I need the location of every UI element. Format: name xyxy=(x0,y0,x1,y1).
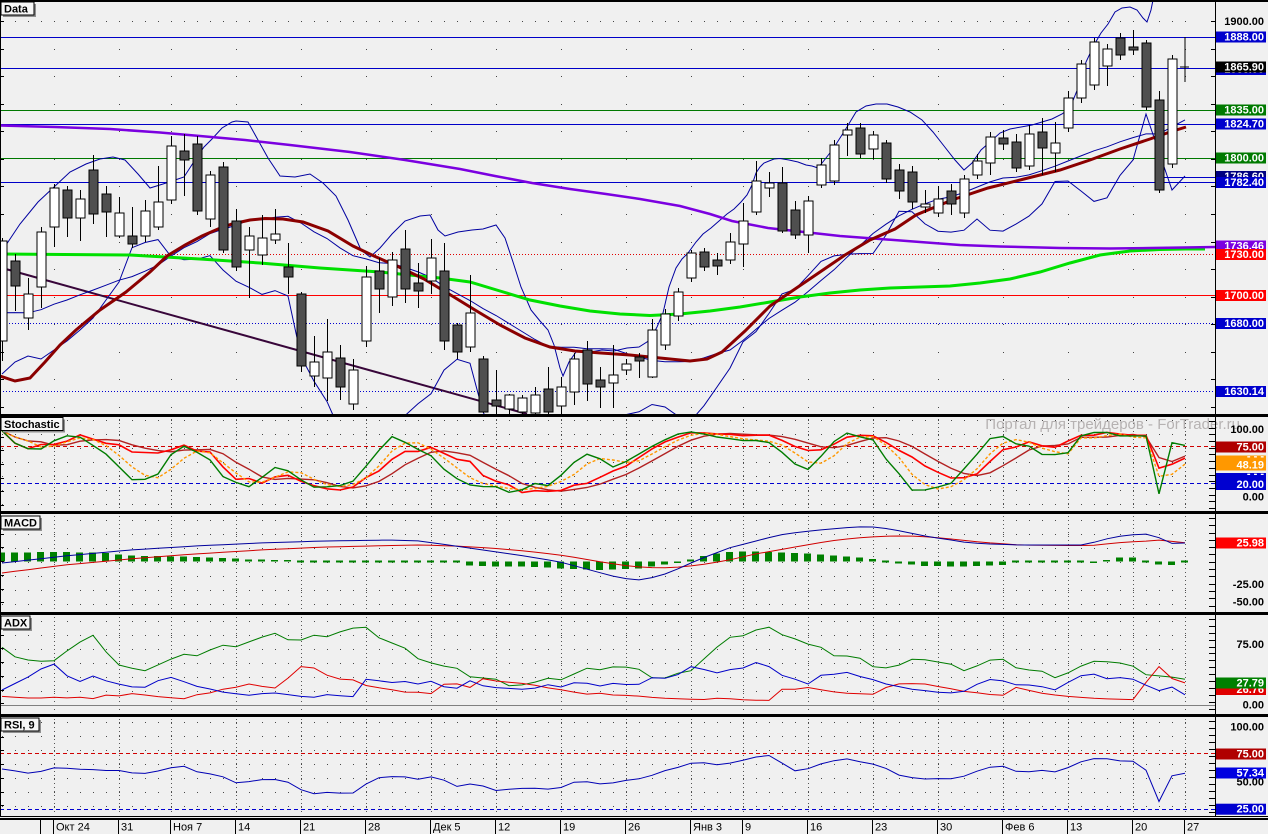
svg-text:RSI, 9: RSI, 9 xyxy=(4,720,35,732)
svg-text:100.00: 100.00 xyxy=(1230,424,1264,436)
svg-text:14: 14 xyxy=(238,822,250,834)
svg-text:20: 20 xyxy=(1135,822,1147,834)
svg-text:13: 13 xyxy=(1070,822,1082,834)
svg-text:1900.00: 1900.00 xyxy=(1224,16,1264,28)
svg-text:30: 30 xyxy=(940,822,952,834)
svg-text:1730.00: 1730.00 xyxy=(1224,249,1264,261)
svg-text:23: 23 xyxy=(875,822,887,834)
svg-text:Дек 5: Дек 5 xyxy=(433,822,461,834)
svg-text:19: 19 xyxy=(563,822,575,834)
svg-text:1782.40: 1782.40 xyxy=(1224,177,1264,189)
svg-text:31: 31 xyxy=(121,822,133,834)
svg-text:Окт 24: Окт 24 xyxy=(56,822,90,834)
svg-text:Портал для трейдеров - ForTrad: Портал для трейдеров - ForTrader.ru xyxy=(985,416,1240,433)
svg-text:48.19: 48.19 xyxy=(1236,459,1264,471)
svg-text:57.34: 57.34 xyxy=(1236,767,1264,779)
svg-text:28: 28 xyxy=(368,822,380,834)
svg-text:1888.00: 1888.00 xyxy=(1224,31,1264,43)
svg-text:100.00: 100.00 xyxy=(1230,722,1264,734)
svg-text:26: 26 xyxy=(628,822,640,834)
svg-text:1680.00: 1680.00 xyxy=(1224,318,1264,330)
svg-text:0.00: 0.00 xyxy=(1243,492,1264,504)
svg-text:Ноя 7: Ноя 7 xyxy=(173,822,202,834)
svg-text:27.79: 27.79 xyxy=(1236,677,1264,689)
svg-text:12: 12 xyxy=(498,822,510,834)
svg-text:1630.14: 1630.14 xyxy=(1224,386,1265,398)
svg-text:1800.00: 1800.00 xyxy=(1224,152,1264,164)
svg-text:-25.00: -25.00 xyxy=(1233,579,1264,591)
svg-text:75.00: 75.00 xyxy=(1236,441,1264,453)
svg-text:75.00: 75.00 xyxy=(1236,639,1264,651)
svg-text:Data: Data xyxy=(4,4,29,16)
svg-text:ADX: ADX xyxy=(4,618,28,630)
svg-text:25.00: 25.00 xyxy=(1236,804,1264,816)
svg-text:20.00: 20.00 xyxy=(1236,479,1264,491)
svg-text:50.00: 50.00 xyxy=(1236,776,1264,788)
svg-text:1835.00: 1835.00 xyxy=(1224,104,1264,116)
svg-text:- - -: - - - xyxy=(1247,450,1264,462)
svg-text:1824.70: 1824.70 xyxy=(1224,118,1264,130)
svg-text:Фев 6: Фев 6 xyxy=(1005,822,1035,834)
svg-text:-50.00: -50.00 xyxy=(1233,597,1264,609)
svg-text:1700.00: 1700.00 xyxy=(1224,290,1264,302)
svg-text:75.00: 75.00 xyxy=(1236,748,1264,760)
svg-text:21: 21 xyxy=(303,822,315,834)
svg-text:25.98: 25.98 xyxy=(1236,537,1264,549)
svg-text:Янв 3: Янв 3 xyxy=(693,822,722,834)
svg-text:16: 16 xyxy=(810,822,822,834)
svg-text:9: 9 xyxy=(745,822,751,834)
svg-text:0.00: 0.00 xyxy=(1243,700,1264,712)
svg-text:MACD: MACD xyxy=(4,518,37,530)
svg-text:Stochastic: Stochastic xyxy=(4,419,60,431)
svg-text:1865.90: 1865.90 xyxy=(1224,61,1264,73)
svg-text:- - -: - - - xyxy=(1247,468,1264,480)
svg-text:27: 27 xyxy=(1187,822,1199,834)
